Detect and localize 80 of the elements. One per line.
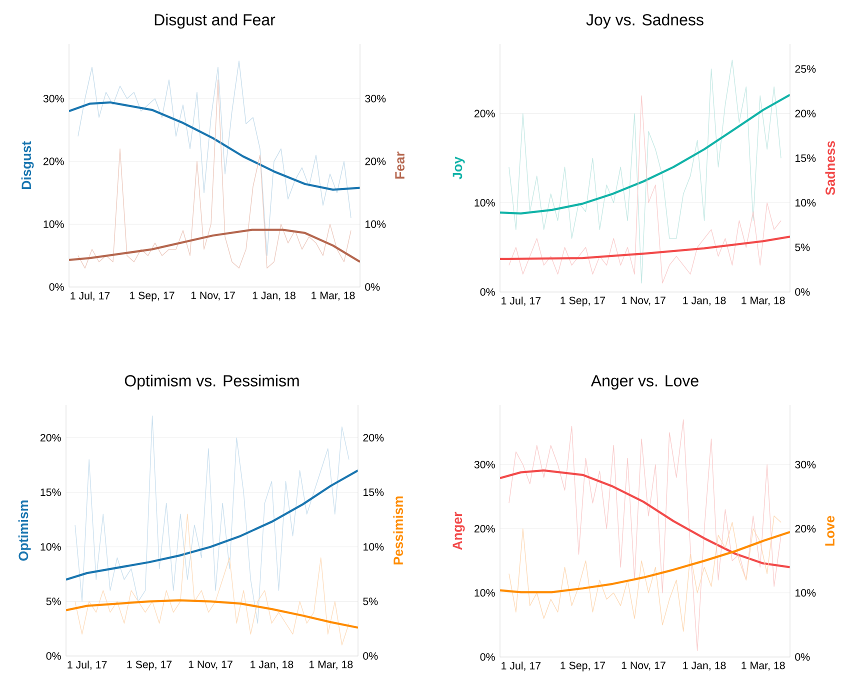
y2-tick-label: 0% [363,652,378,660]
y2-tick-label: 10% [796,199,816,207]
chart-title: Anger vs. Love [590,375,698,390]
y-tick-label: 20% [43,158,64,166]
line-series [500,530,790,594]
y2-tick-label: 20% [363,434,384,442]
x-tick-label: 1 Jul, 17 [68,660,107,670]
x-tick-label: 1 Jan, 18 [250,660,294,670]
y-tick-label: 30% [474,460,495,468]
x-tick-label: 1 Sep, 17 [127,660,172,670]
y2-tick-label: 10% [366,220,386,228]
x-tick-label: 1 Mar, 18 [312,292,355,301]
y-axis-title: Disgust [21,141,34,190]
line-series [508,516,782,632]
y2-tick-label: 20% [795,110,816,118]
x-tick-label: 1 Jul, 17 [70,292,110,301]
y-axis-title: Anger [452,512,465,550]
y-tick-label: 10% [44,220,64,228]
x-tick-label: 1 Sep, 17 [130,292,174,302]
y-tick-label: 10% [474,199,495,207]
x-tick-label: 1 Nov, 17 [191,292,235,300]
x-tick-label: 1 Jan, 18 [683,296,726,306]
y-tick-label: 20% [474,524,495,533]
line-series [66,469,358,581]
y-tick-label: 0% [480,653,495,661]
y-axis-title: Joy [452,156,465,180]
x-tick-label: 1 Mar, 18 [309,660,353,670]
y2-axis-title: Sadness [825,141,835,196]
x-tick-label: 1 Sep, 17 [560,296,605,306]
x-tick-label: 1 Jan, 18 [683,662,726,671]
y-tick-label: 0% [480,288,495,296]
y-tick-label: 10% [40,543,61,551]
y-axis-title: Optimism [18,500,31,561]
y-tick-label: 10% [474,589,495,597]
line-series [69,101,360,191]
y-tick-label: 15% [40,488,61,496]
x-tick-label: 1 Nov, 17 [188,660,232,670]
chart-title: Joy vs. Sadness [586,14,704,29]
x-tick-label: 1 Jul, 17 [502,296,541,306]
x-tick-label: 1 Jul, 17 [502,662,541,671]
y2-tick-label: 20% [795,524,816,533]
y-tick-label: 30% [43,94,64,102]
y2-tick-label: 20% [365,158,386,166]
y2-axis-title: Love [825,516,835,546]
y-tick-label: 0% [49,283,64,291]
y2-tick-label: 10% [796,589,816,597]
y-tick-label: 5% [46,598,61,606]
y2-axis-title: Pessimism [393,496,404,564]
line-series [508,95,782,284]
y2-tick-label: 10% [364,543,384,551]
x-tick-label: 1 Mar, 18 [742,296,785,306]
chart-title: Optimism vs. Pessimism [124,374,299,390]
x-tick-label: 1 Sep, 17 [560,662,605,672]
y2-tick-label: 0% [365,283,380,291]
x-tick-label: 1 Nov, 17 [622,296,666,306]
y2-tick-label: 25% [795,65,816,73]
y2-tick-label: 0% [795,288,810,296]
line-series [500,94,790,215]
y2-tick-label: 0% [795,653,810,661]
x-tick-label: 1 Nov, 17 [622,662,666,670]
y2-tick-label: 30% [365,94,386,102]
y2-tick-label: 5% [795,244,810,252]
x-tick-label: 1 Mar, 18 [742,662,785,671]
line-series [508,419,782,651]
y2-tick-label: 15% [796,154,816,162]
line-series [69,228,360,263]
chart-title: Disgust and Fear [154,14,276,29]
line-series [74,416,350,624]
line-series [508,60,782,284]
y2-tick-label: 30% [795,460,816,468]
y2-tick-label: 15% [364,488,384,496]
line-series [500,469,790,568]
y2-tick-label: 5% [363,598,378,606]
y-tick-label: 20% [474,110,495,118]
y-tick-label: 20% [40,434,61,442]
line-series [66,599,358,629]
line-series [500,236,790,260]
y-tick-label: 0% [46,652,61,660]
x-tick-label: 1 Jan, 18 [252,292,296,301]
y2-axis-title: Fear [395,152,405,179]
